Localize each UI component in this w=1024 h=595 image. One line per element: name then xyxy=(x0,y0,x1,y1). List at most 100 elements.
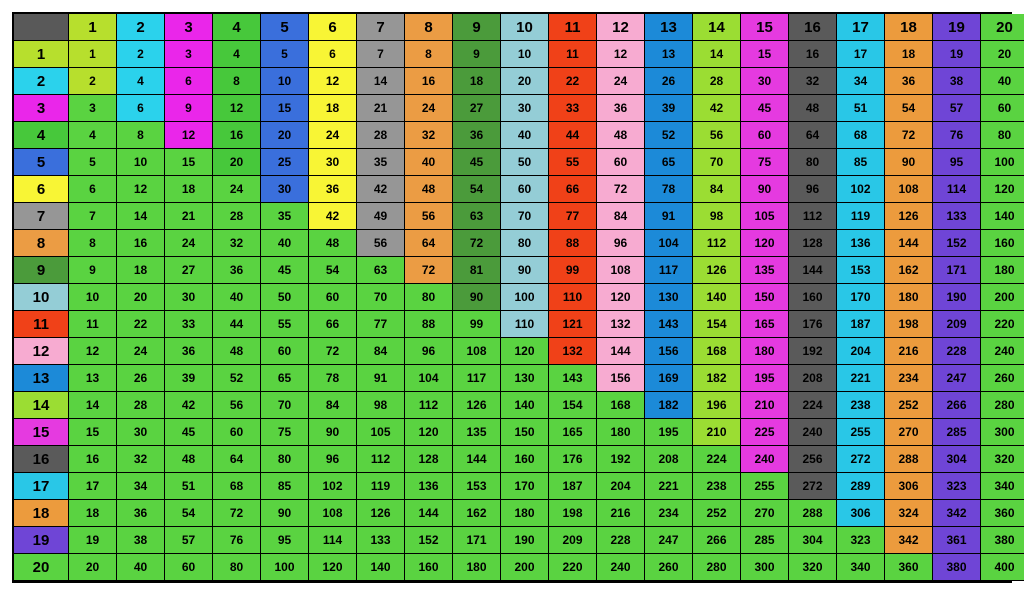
cell-17-18: 306 xyxy=(885,473,933,500)
cell-17-15: 255 xyxy=(741,473,789,500)
cell-5-5: 25 xyxy=(261,149,309,176)
cell-1-1: 1 xyxy=(69,41,117,68)
cell-7-13: 91 xyxy=(645,203,693,230)
cell-3-5: 15 xyxy=(261,95,309,122)
cell-2-15: 30 xyxy=(741,68,789,95)
cell-11-16: 176 xyxy=(789,311,837,338)
cell-13-10: 130 xyxy=(501,365,549,392)
cell-12-14: 168 xyxy=(693,338,741,365)
cell-7-19: 133 xyxy=(933,203,981,230)
cell-5-4: 20 xyxy=(213,149,261,176)
cell-12-13: 156 xyxy=(645,338,693,365)
cell-7-17: 119 xyxy=(837,203,885,230)
cell-6-12: 72 xyxy=(597,176,645,203)
cell-6-3: 18 xyxy=(165,176,213,203)
cell-12-5: 60 xyxy=(261,338,309,365)
cell-20-1: 20 xyxy=(69,554,117,581)
cell-16-7: 112 xyxy=(357,446,405,473)
col-header-17: 17 xyxy=(837,14,885,41)
corner-cell xyxy=(14,14,69,41)
cell-9-20: 180 xyxy=(981,257,1024,284)
cell-9-13: 117 xyxy=(645,257,693,284)
cell-1-6: 6 xyxy=(309,41,357,68)
cell-19-19: 361 xyxy=(933,527,981,554)
cell-11-19: 209 xyxy=(933,311,981,338)
cell-7-8: 56 xyxy=(405,203,453,230)
cell-8-4: 32 xyxy=(213,230,261,257)
cell-19-13: 247 xyxy=(645,527,693,554)
cell-13-18: 234 xyxy=(885,365,933,392)
cell-17-6: 102 xyxy=(309,473,357,500)
cell-19-9: 171 xyxy=(453,527,501,554)
cell-1-11: 11 xyxy=(549,41,597,68)
cell-9-4: 36 xyxy=(213,257,261,284)
cell-10-6: 60 xyxy=(309,284,357,311)
cell-15-13: 195 xyxy=(645,419,693,446)
cell-11-15: 165 xyxy=(741,311,789,338)
cell-2-2: 4 xyxy=(117,68,165,95)
cell-16-20: 320 xyxy=(981,446,1024,473)
cell-10-11: 110 xyxy=(549,284,597,311)
cell-20-14: 280 xyxy=(693,554,741,581)
cell-11-7: 77 xyxy=(357,311,405,338)
cell-6-16: 96 xyxy=(789,176,837,203)
cell-4-2: 8 xyxy=(117,122,165,149)
cell-17-16: 272 xyxy=(789,473,837,500)
cell-17-14: 238 xyxy=(693,473,741,500)
cell-11-10: 110 xyxy=(501,311,549,338)
cell-19-20: 380 xyxy=(981,527,1024,554)
cell-4-1: 4 xyxy=(69,122,117,149)
cell-14-10: 140 xyxy=(501,392,549,419)
cell-14-7: 98 xyxy=(357,392,405,419)
cell-15-16: 240 xyxy=(789,419,837,446)
cell-3-11: 33 xyxy=(549,95,597,122)
cell-11-6: 66 xyxy=(309,311,357,338)
cell-7-10: 70 xyxy=(501,203,549,230)
cell-1-18: 18 xyxy=(885,41,933,68)
cell-11-13: 143 xyxy=(645,311,693,338)
cell-13-2: 26 xyxy=(117,365,165,392)
cell-15-8: 120 xyxy=(405,419,453,446)
cell-3-4: 12 xyxy=(213,95,261,122)
cell-8-2: 16 xyxy=(117,230,165,257)
cell-11-8: 88 xyxy=(405,311,453,338)
cell-17-3: 51 xyxy=(165,473,213,500)
cell-3-3: 9 xyxy=(165,95,213,122)
cell-18-14: 252 xyxy=(693,500,741,527)
cell-2-3: 6 xyxy=(165,68,213,95)
cell-7-18: 126 xyxy=(885,203,933,230)
cell-2-13: 26 xyxy=(645,68,693,95)
cell-15-6: 90 xyxy=(309,419,357,446)
cell-12-15: 180 xyxy=(741,338,789,365)
cell-9-18: 162 xyxy=(885,257,933,284)
cell-6-19: 114 xyxy=(933,176,981,203)
cell-13-9: 117 xyxy=(453,365,501,392)
cell-14-6: 84 xyxy=(309,392,357,419)
cell-5-8: 40 xyxy=(405,149,453,176)
cell-11-2: 22 xyxy=(117,311,165,338)
row-header-11: 11 xyxy=(14,311,69,338)
cell-6-20: 120 xyxy=(981,176,1024,203)
cell-19-5: 95 xyxy=(261,527,309,554)
cell-6-2: 12 xyxy=(117,176,165,203)
cell-4-12: 48 xyxy=(597,122,645,149)
cell-16-8: 128 xyxy=(405,446,453,473)
cell-4-11: 44 xyxy=(549,122,597,149)
cell-19-11: 209 xyxy=(549,527,597,554)
cell-19-18: 342 xyxy=(885,527,933,554)
cell-13-7: 91 xyxy=(357,365,405,392)
col-header-5: 5 xyxy=(261,14,309,41)
cell-2-6: 12 xyxy=(309,68,357,95)
cell-1-3: 3 xyxy=(165,41,213,68)
cell-10-14: 140 xyxy=(693,284,741,311)
cell-2-11: 22 xyxy=(549,68,597,95)
cell-19-7: 133 xyxy=(357,527,405,554)
cell-9-16: 144 xyxy=(789,257,837,284)
cell-13-3: 39 xyxy=(165,365,213,392)
cell-9-3: 27 xyxy=(165,257,213,284)
cell-1-2: 2 xyxy=(117,41,165,68)
cell-10-13: 130 xyxy=(645,284,693,311)
cell-10-1: 10 xyxy=(69,284,117,311)
cell-2-17: 34 xyxy=(837,68,885,95)
cell-20-8: 160 xyxy=(405,554,453,581)
